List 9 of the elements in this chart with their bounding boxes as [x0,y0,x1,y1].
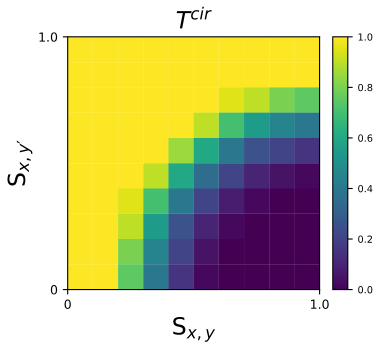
color-bar-label: 1.0 [358,33,372,41]
color-bar-label: 0.8 [358,84,372,92]
x-axis-title: S$_{x,y}$ [173,316,216,342]
color-bar-label: 0.0 [358,286,372,294]
chart-title: T$^{cir}$ [176,6,212,28]
y-axis-title: S$_{x,y′}$ [7,140,32,186]
color-bar-label: 0.6 [358,134,372,142]
color-bar-label: 0.4 [358,184,372,192]
color-bar-label: 0.2 [358,236,372,243]
